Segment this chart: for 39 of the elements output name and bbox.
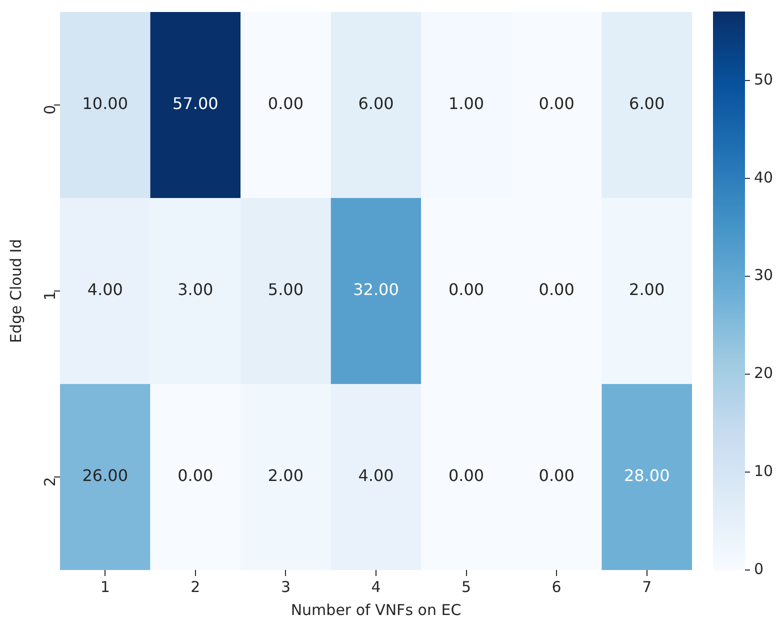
- color-bar-label: 30: [754, 266, 774, 284]
- data-label: 32.00: [353, 280, 399, 300]
- data-label: 1.00: [448, 94, 484, 114]
- x-tick-label: 4: [371, 578, 381, 596]
- color-bar-label: 20: [754, 364, 774, 382]
- data-label: 0.00: [538, 280, 574, 300]
- x-tick-label: 2: [190, 578, 200, 596]
- data-label: 0.00: [178, 466, 214, 486]
- y-tick-label: 1: [40, 291, 59, 301]
- color-bar-label: 0: [754, 560, 764, 578]
- data-label: 0.00: [538, 466, 574, 486]
- x-tick-label: 1: [100, 578, 110, 596]
- data-label: 0.00: [268, 94, 304, 114]
- data-label: 6.00: [629, 94, 665, 114]
- color-bar-label: 40: [754, 168, 774, 186]
- data-label: 2.00: [268, 466, 304, 486]
- data-label: 10.00: [82, 94, 128, 114]
- data-label: 3.00: [178, 280, 214, 300]
- data-label: 2.00: [629, 280, 665, 300]
- x-tick-label: 7: [642, 578, 652, 596]
- data-label: 4.00: [358, 466, 394, 486]
- x-axis-title: Number of VNFs on EC: [290, 600, 462, 619]
- y-tick-label: 2: [40, 477, 59, 487]
- data-label: 0.00: [538, 94, 574, 114]
- data-label: 28.00: [624, 466, 670, 486]
- x-tick-label: 3: [280, 578, 290, 596]
- data-label: 0.00: [448, 466, 484, 486]
- data-label: 6.00: [358, 94, 394, 114]
- y-axis-title: Edge Cloud Id: [6, 238, 25, 344]
- data-label: 57.00: [172, 94, 218, 114]
- y-tick-label: 0: [40, 105, 59, 115]
- data-label: 26.00: [82, 466, 128, 486]
- color-bar-label: 50: [754, 70, 774, 88]
- color-bar-label: 10: [754, 462, 774, 480]
- data-label: 5.00: [268, 280, 304, 300]
- data-label: 0.00: [448, 280, 484, 300]
- x-tick-label: 5: [462, 578, 472, 596]
- data-label: 4.00: [87, 280, 123, 300]
- x-tick-label: 6: [552, 578, 562, 596]
